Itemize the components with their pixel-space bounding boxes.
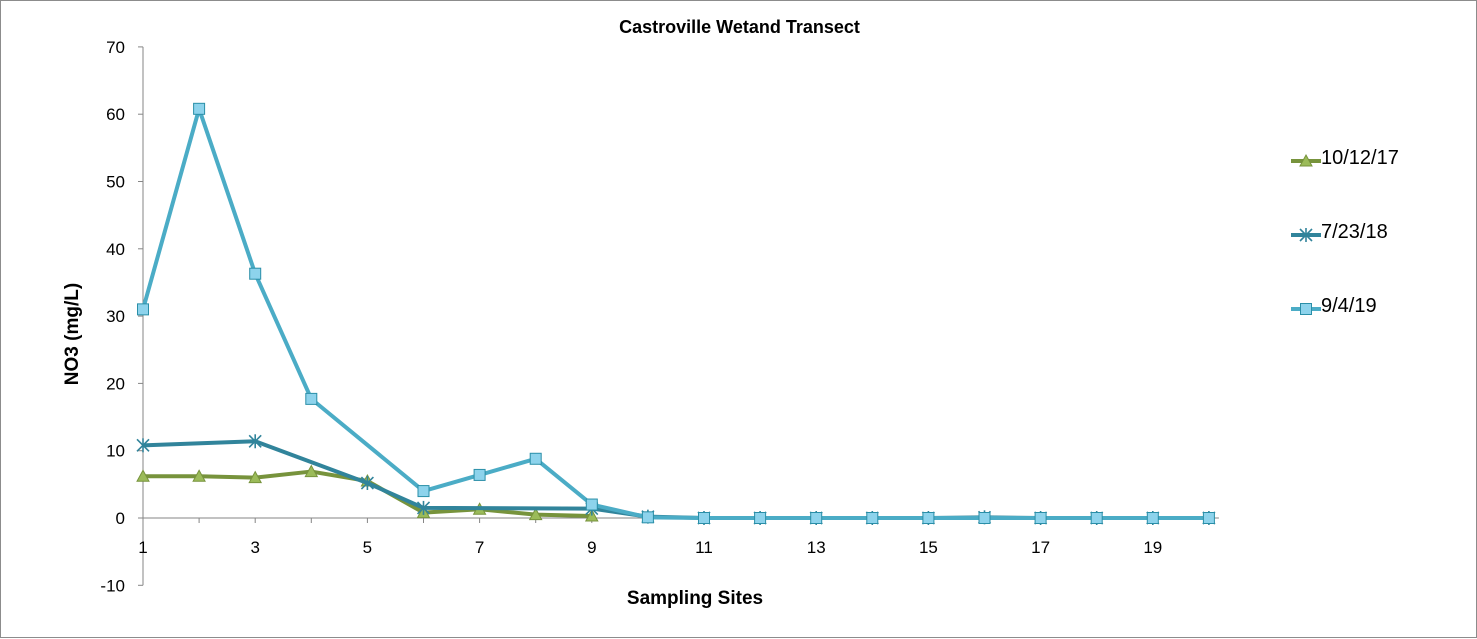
data-point — [136, 438, 150, 453]
legend-marker — [1299, 228, 1313, 242]
x-tick-label: 15 — [919, 538, 938, 557]
x-tick-label: 17 — [1031, 538, 1050, 557]
x-tick-label: 5 — [363, 538, 372, 557]
x-tick-label: 11 — [695, 538, 713, 557]
data-point — [754, 512, 767, 524]
data-point — [193, 102, 206, 115]
legend-label-1: 10/12/17 — [1321, 147, 1399, 169]
data-point — [416, 500, 431, 515]
data-point — [641, 511, 654, 524]
data-point — [1202, 512, 1215, 524]
legend: 10/12/17 7/23/18 9/4/19 — [1291, 147, 1461, 369]
data-point — [248, 470, 263, 484]
data-point — [304, 464, 319, 478]
data-point — [417, 485, 430, 498]
y-tick-label: 0 — [116, 509, 125, 528]
x-tick-label: 13 — [807, 538, 826, 557]
legend-marker — [1300, 303, 1312, 315]
y-tick-label: 30 — [106, 307, 125, 326]
data-point — [585, 498, 598, 511]
data-point — [978, 512, 991, 524]
legend-item-series-3: 9/4/19 — [1291, 295, 1461, 369]
y-tick-label: 60 — [106, 105, 125, 124]
data-point — [248, 434, 262, 449]
legend-swatch-3 — [1291, 303, 1321, 315]
legend-marker — [1299, 153, 1313, 167]
y-tick-label: 20 — [106, 374, 125, 393]
y-tick-label: 40 — [106, 240, 125, 259]
chart-title: Castroville Wetand Transect — [619, 17, 860, 37]
data-point — [137, 303, 149, 316]
data-point — [698, 512, 710, 524]
legend-item-series-2: 7/23/18 — [1291, 221, 1461, 295]
data-point — [473, 468, 486, 481]
data-point — [360, 476, 374, 491]
x-tick-label: 9 — [587, 538, 596, 557]
data-point — [922, 512, 935, 524]
data-point — [810, 512, 823, 524]
x-tick-label: 1 — [138, 538, 147, 557]
legend-item-series-1: 10/12/17 — [1291, 147, 1461, 221]
legend-label-2: 7/23/18 — [1321, 221, 1388, 243]
data-point — [528, 507, 543, 521]
data-point — [136, 469, 150, 482]
series-2 — [136, 434, 1216, 525]
y-tick-label: 50 — [106, 173, 125, 192]
data-point — [249, 267, 262, 280]
x-tick-label: 7 — [475, 538, 484, 557]
data-point — [529, 452, 542, 465]
legend-swatch-1 — [1291, 153, 1321, 167]
legend-swatch-2 — [1291, 228, 1321, 242]
data-point — [305, 392, 318, 405]
data-point — [1146, 512, 1159, 524]
y-tick-label: 70 — [106, 38, 125, 57]
series-line-2 — [142, 439, 1209, 520]
x-tick-label: 19 — [1143, 538, 1162, 557]
data-point — [1090, 512, 1103, 524]
y-tick-label: -10 — [100, 576, 125, 595]
x-axis-title: Sampling Sites — [626, 588, 764, 609]
y-tick-label: 10 — [106, 442, 125, 461]
x-tick-label: 3 — [250, 538, 259, 557]
legend-label-3: 9/4/19 — [1321, 295, 1377, 317]
series-3 — [137, 102, 1215, 524]
data-point — [1034, 512, 1047, 524]
data-point — [866, 512, 879, 524]
data-point — [192, 469, 206, 482]
series-line-3 — [141, 106, 1209, 520]
series-1 — [136, 464, 599, 522]
